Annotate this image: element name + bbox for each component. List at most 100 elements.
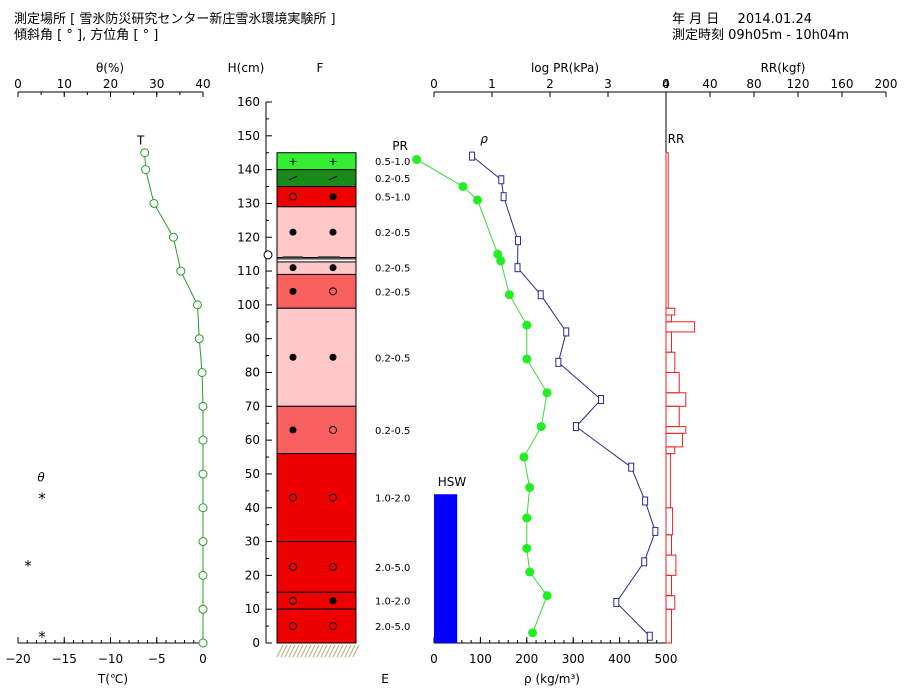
density-tick-label: 500 — [655, 652, 678, 666]
rr-step — [665, 351, 676, 373]
pr-tick-label: 2 — [546, 77, 554, 91]
density-point — [598, 395, 605, 405]
temperature-point — [149, 198, 159, 208]
pr-point — [493, 249, 503, 259]
snow-layer — [276, 273, 357, 309]
pr-point — [525, 482, 535, 492]
height-tick-label: 30 — [245, 535, 260, 549]
snow-layer — [276, 260, 357, 275]
density-tick-label: 300 — [562, 652, 585, 666]
ground-hatch — [300, 644, 308, 658]
rr-step — [665, 392, 687, 407]
temperature-point — [194, 334, 204, 344]
pr-tick-label: 4 — [662, 77, 670, 91]
pr-point — [522, 354, 532, 364]
rr-step — [665, 608, 672, 644]
pr-point — [522, 543, 532, 553]
grain-symbol — [289, 562, 297, 571]
ground-hatch — [276, 644, 284, 658]
rr-tick-label: 200 — [875, 77, 898, 91]
angle-label: 傾斜角 [ ° ], 方位角 [ ° ] — [14, 28, 159, 43]
height-tick-label: 100 — [237, 298, 260, 312]
ground-hatch — [280, 644, 288, 658]
pr-tick-label: 0 — [430, 77, 438, 91]
density-line — [471, 155, 656, 637]
location-label: 測定場所 — [14, 12, 67, 27]
grain-symbol — [289, 287, 297, 295]
grain-symbol — [289, 192, 297, 201]
pr-point — [536, 422, 546, 432]
temperature-point — [140, 148, 150, 158]
pr-marker: PR — [392, 139, 408, 153]
grain-symbol — [329, 562, 337, 571]
temperature-point — [198, 604, 208, 614]
grain-size-label: 2.0-5.0 — [375, 563, 410, 574]
temperature-tick-label: −10 — [98, 652, 123, 666]
rr-tick-label: 160 — [831, 77, 854, 91]
snow-layer — [276, 169, 357, 188]
rr-step — [665, 534, 672, 556]
incline-tick-label: 10 — [57, 77, 72, 91]
density-tick-label: 400 — [608, 652, 631, 666]
ground-hatch — [324, 644, 332, 658]
rr-step — [665, 426, 687, 434]
temperature-tick-label: −15 — [52, 652, 77, 666]
incline-axis-title: θ(%) — [96, 61, 124, 75]
height-tick-label: 10 — [245, 602, 260, 616]
density-point — [563, 327, 570, 337]
pr-point — [412, 154, 422, 164]
pr-point — [519, 452, 529, 462]
grain-symbol — [329, 622, 337, 631]
temperature-point — [198, 570, 208, 580]
density-point — [646, 631, 653, 641]
rr-step — [665, 574, 672, 597]
height-tick-label: 140 — [237, 163, 260, 177]
height-tick-label: 70 — [245, 399, 260, 413]
density-point — [514, 263, 521, 273]
ground-hatch — [344, 644, 352, 658]
height-tick-label: 60 — [245, 433, 260, 447]
density-point — [628, 462, 635, 472]
ground-hatch — [316, 644, 324, 658]
ground-hatch — [340, 644, 348, 658]
pr-point — [496, 256, 506, 266]
grain-symbol — [289, 622, 297, 631]
density-tick-label: 0 — [430, 652, 438, 666]
incline-point: * — [38, 490, 46, 508]
snow-layer — [276, 591, 357, 610]
ground-hatch — [292, 644, 300, 658]
height-tick-label: 50 — [245, 467, 260, 481]
grain-symbol — [329, 493, 337, 502]
grain-size-label: 0.2-0.5 — [375, 228, 410, 239]
height-tick-label: 0 — [252, 636, 260, 650]
snow-layer — [276, 453, 357, 543]
rr-tick-label: 40 — [702, 77, 717, 91]
snow-layer — [276, 206, 357, 259]
ground-hatch — [296, 644, 304, 658]
density-point — [500, 192, 507, 202]
pr-axis-title: log PR(kPa) — [531, 61, 599, 75]
rr-marker: RR — [668, 132, 685, 146]
hsw-bar — [434, 494, 458, 643]
grain-symbol — [289, 493, 297, 502]
density-point — [652, 526, 659, 536]
pr-point — [522, 320, 532, 330]
temperature-point — [198, 537, 208, 547]
snow-layer — [276, 541, 357, 593]
density-point — [555, 357, 562, 367]
temperature-point — [197, 368, 207, 377]
ground-hatch — [332, 644, 340, 658]
temperature-tick-label: −20 — [5, 652, 30, 666]
ground-hatch — [284, 644, 292, 658]
ground-hatch — [308, 644, 316, 658]
pr-point — [473, 195, 482, 205]
height-tick-label: 110 — [237, 264, 260, 278]
pr-point — [522, 513, 532, 523]
temperature-point — [198, 503, 208, 513]
temperature-point — [198, 435, 208, 445]
grain-symbol — [329, 425, 337, 434]
grain-symbol: + — [288, 155, 297, 168]
grain-symbol — [289, 596, 297, 605]
grain-size-label: 0.5-1.0 — [375, 193, 410, 204]
rr-step — [665, 152, 669, 309]
